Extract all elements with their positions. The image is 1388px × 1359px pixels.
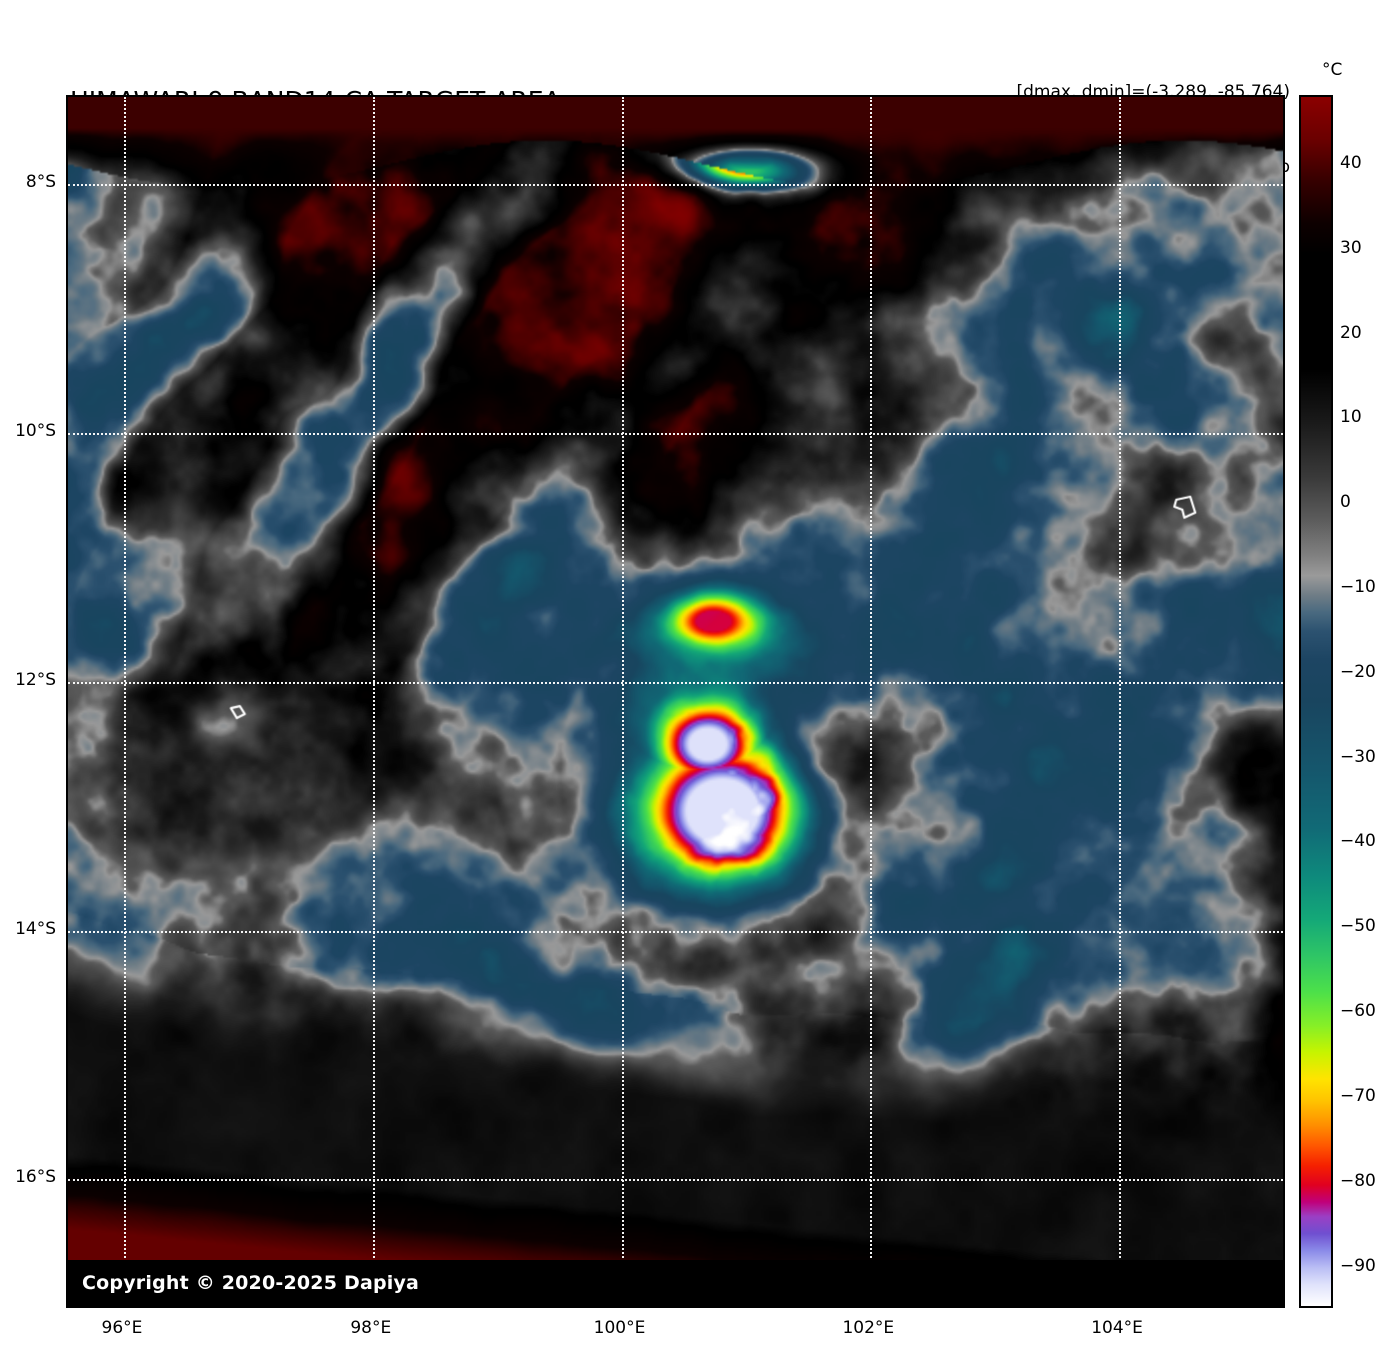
satellite-image-panel[interactable]: Copyright © 2020-2025 Dapiya: [66, 95, 1285, 1308]
gridline-lat-2: [68, 681, 1283, 684]
colorbar-tick-2: 20: [1340, 322, 1362, 343]
colorbar-tick-10: −60: [1340, 1001, 1376, 1022]
gridline-lon-0: [123, 97, 126, 1306]
gridline-lon-1: [372, 97, 375, 1306]
lon-tick-label-4: 104°E: [1091, 1318, 1143, 1338]
satellite-imagery: [68, 97, 1283, 1306]
colorbar-tick-1: 30: [1340, 237, 1362, 258]
gridline-lat-3: [68, 930, 1283, 933]
lat-tick-label-1: 10°S: [15, 420, 56, 441]
colorbar-tick-0: 40: [1340, 152, 1362, 173]
colorbar-tick-8: −40: [1340, 831, 1376, 852]
colorbar-tick-11: −70: [1340, 1085, 1376, 1106]
copyright-bar: Copyright © 2020-2025 Dapiya: [68, 1260, 1283, 1306]
lat-tick-label-3: 14°S: [15, 918, 56, 939]
colorbar-tick-9: −50: [1340, 916, 1376, 937]
lon-tick-label-0: 96°E: [101, 1318, 143, 1338]
colorbar-tick-7: −30: [1340, 746, 1376, 767]
colorbar-tick-13: −90: [1340, 1255, 1376, 1276]
colorbar-tick-6: −20: [1340, 661, 1376, 682]
lat-tick-label-0: 8°S: [25, 172, 56, 193]
lon-tick-label-1: 98°E: [350, 1318, 392, 1338]
copyright-text: Copyright © 2020-2025 Dapiya: [82, 1272, 420, 1294]
colorbar-tick-3: 10: [1340, 407, 1362, 428]
gridline-lon-2: [621, 97, 624, 1306]
colorbar-tick-12: −80: [1340, 1170, 1376, 1191]
lat-tick-label-4: 16°S: [15, 1167, 56, 1188]
gridline-lat-1: [68, 432, 1283, 435]
gridline-lon-3: [870, 97, 873, 1306]
gridline-lat-4: [68, 1179, 1283, 1182]
lat-tick-label-2: 12°S: [15, 669, 56, 690]
colorbar[interactable]: [1299, 95, 1333, 1308]
gridline-lon-4: [1119, 97, 1122, 1306]
lon-tick-label-3: 102°E: [842, 1318, 895, 1338]
colorbar-gradient: [1301, 97, 1331, 1306]
colorbar-unit-label: °C: [1322, 60, 1343, 80]
gridline-lat-0: [68, 184, 1283, 187]
colorbar-tick-4: 0: [1340, 492, 1351, 513]
lon-tick-label-2: 100°E: [593, 1318, 646, 1338]
colorbar-tick-5: −10: [1340, 576, 1376, 597]
